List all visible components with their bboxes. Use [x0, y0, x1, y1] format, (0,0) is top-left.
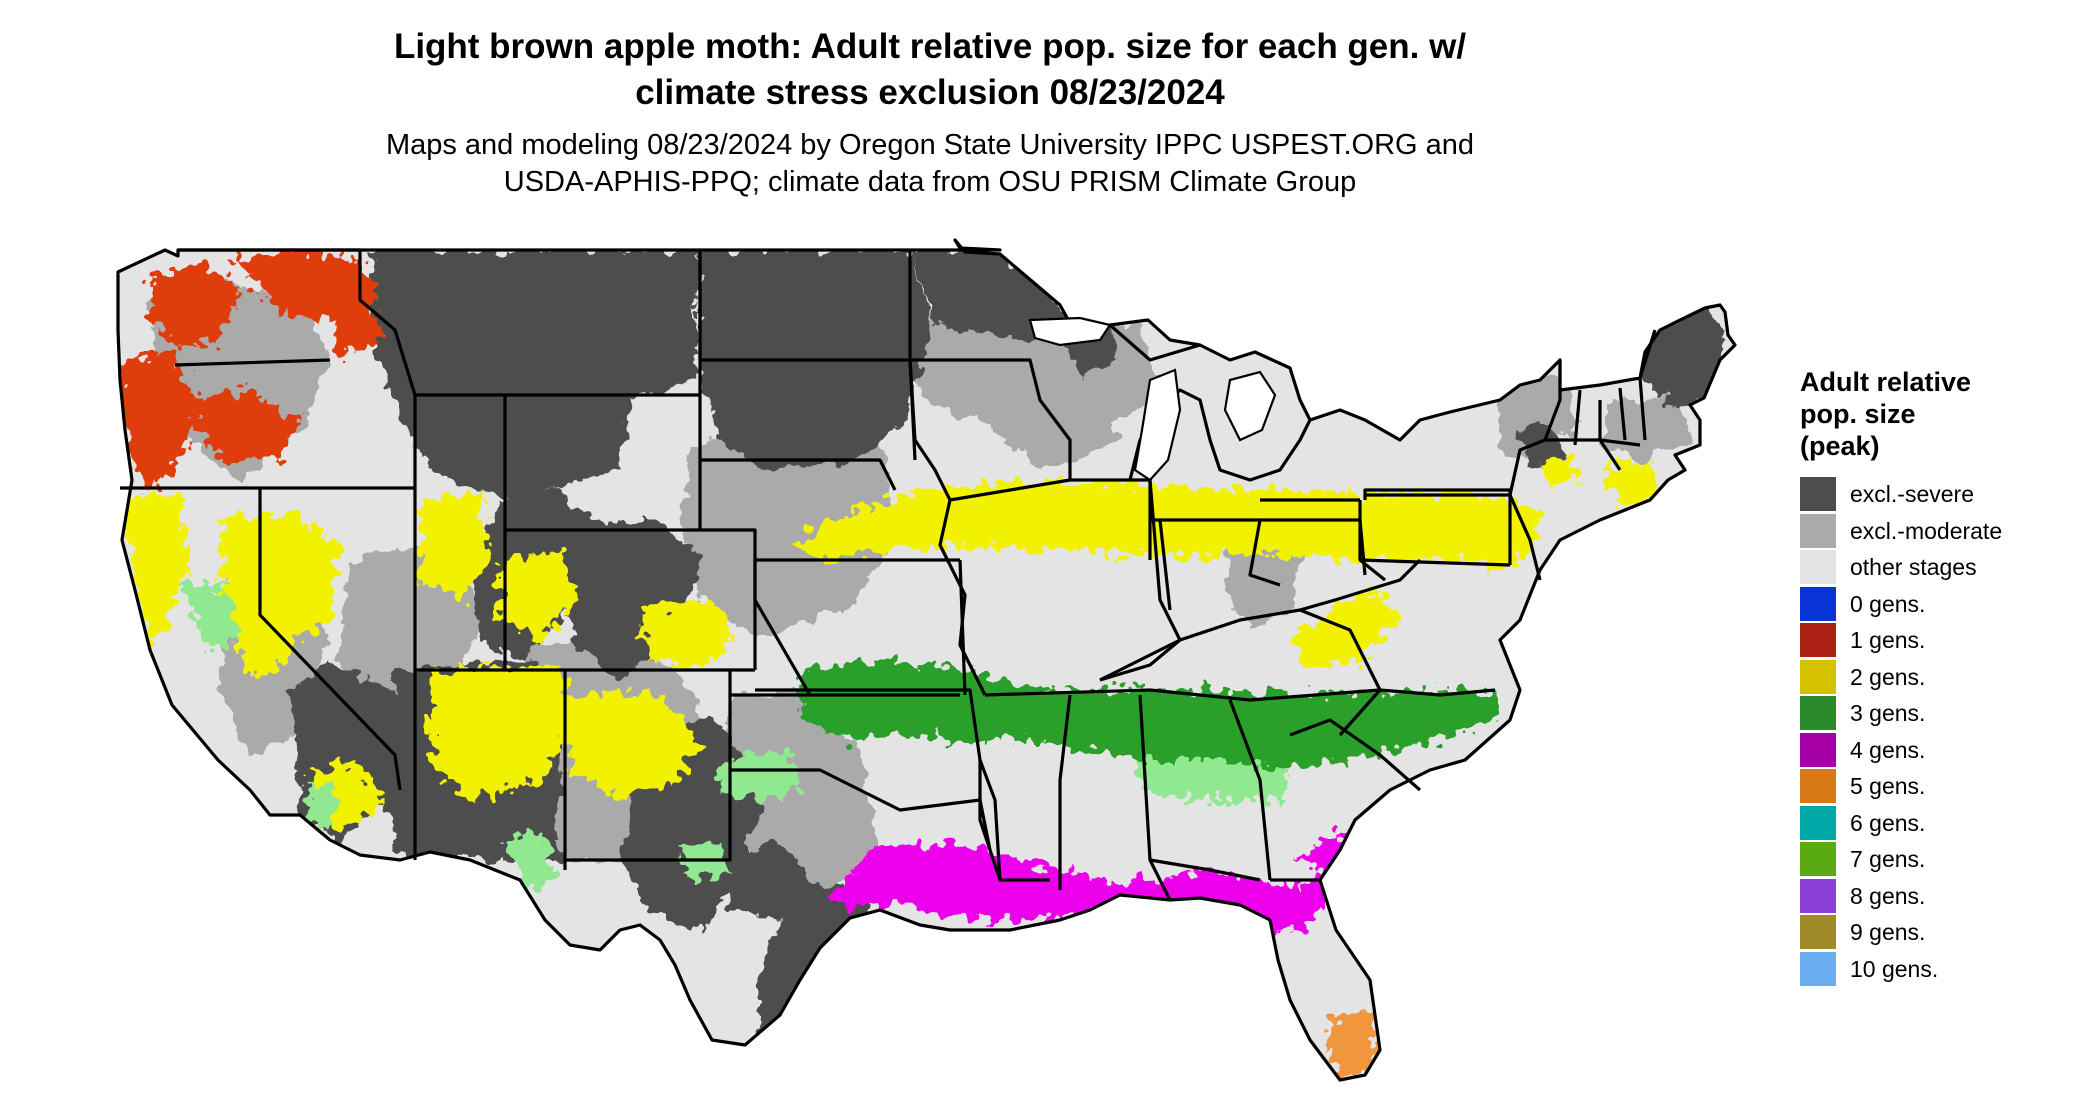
legend-label: 10 gens. — [1850, 955, 1939, 982]
legend-item: 6 gens. — [1800, 803, 2090, 840]
legend-item: 10 gens. — [1800, 949, 2090, 986]
legend-item: 3 gens. — [1800, 693, 2090, 730]
legend-item: excl.-severe — [1800, 474, 2090, 511]
legend-swatch — [1800, 586, 1836, 621]
legend-label: excl.-moderate — [1850, 517, 2003, 544]
legend-swatch — [1800, 623, 1836, 657]
legend-swatch — [1800, 878, 1836, 913]
legend-label: 1 gens. — [1850, 627, 1926, 653]
legend-label: 2 gens. — [1850, 663, 1926, 690]
legend-swatch — [1800, 513, 1836, 548]
legend-swatch — [1800, 550, 1836, 584]
legend-label: 5 gens. — [1850, 773, 1926, 799]
legend-swatch — [1800, 915, 1836, 949]
map-subtitle-line-1: Maps and modeling 08/23/2024 by Oregon S… — [385, 129, 1475, 161]
legend-label: 4 gens. — [1850, 736, 1926, 763]
legend-swatch — [1800, 732, 1836, 767]
legend-item: excl.-moderate — [1800, 511, 2090, 548]
legend-label: 0 gens. — [1850, 590, 1926, 617]
legend-item: other stages — [1800, 547, 2090, 584]
legend-title-line-2: pop. size — [1800, 399, 1916, 429]
map-legend: Adult relative pop. size (peak) excl.-se… — [1800, 366, 2090, 986]
legend-items: excl.-severe excl.-moderate other stages 0 … — [1800, 474, 2090, 986]
legend-item: 4 gens. — [1800, 730, 2090, 767]
legend-label: 9 gens. — [1850, 919, 1926, 945]
map-title-line-2: climate stress exclusion 08/23/2024 — [635, 73, 1225, 112]
legend-item: 1 gens. — [1800, 620, 2090, 657]
legend-swatch — [1800, 951, 1836, 986]
state-borders — [116, 238, 1737, 1082]
great-lakes — [1028, 316, 1277, 482]
legend-label: other stages — [1850, 554, 1977, 580]
legend-swatch — [1800, 842, 1836, 876]
map-title-line-1: Light brown apple moth: Adult relative p… — [393, 27, 1467, 66]
map-subtitle-line-2: USDA-APHIS-PPQ; climate data from OSU PR… — [503, 166, 1357, 198]
legend-item: 9 gens. — [1800, 912, 2090, 949]
legend-label: 8 gens. — [1850, 882, 1926, 909]
legend-swatch — [1800, 769, 1836, 803]
legend-item: 7 gens. — [1800, 839, 2090, 876]
legend-title: Adult relative pop. size (peak) — [1800, 366, 2090, 462]
legend-label: 7 gens. — [1850, 846, 1926, 872]
legend-title-line-1: Adult relative — [1800, 367, 1972, 397]
legend-item: 8 gens. — [1800, 876, 2090, 913]
legend-swatch — [1800, 805, 1836, 840]
legend-swatch — [1800, 696, 1836, 730]
legend-label: 3 gens. — [1850, 700, 1926, 726]
us-outline — [116, 238, 1737, 1082]
legend-item: 0 gens. — [1800, 584, 2090, 621]
legend-swatch — [1800, 659, 1836, 694]
legend-item: 2 gens. — [1800, 657, 2090, 694]
legend-label: excl.-severe — [1850, 481, 1974, 507]
legend-label: 6 gens. — [1850, 809, 1926, 836]
legend-title-line-3: (peak) — [1800, 431, 1880, 461]
legend-item: 5 gens. — [1800, 766, 2090, 803]
legend-swatch — [1800, 477, 1836, 511]
